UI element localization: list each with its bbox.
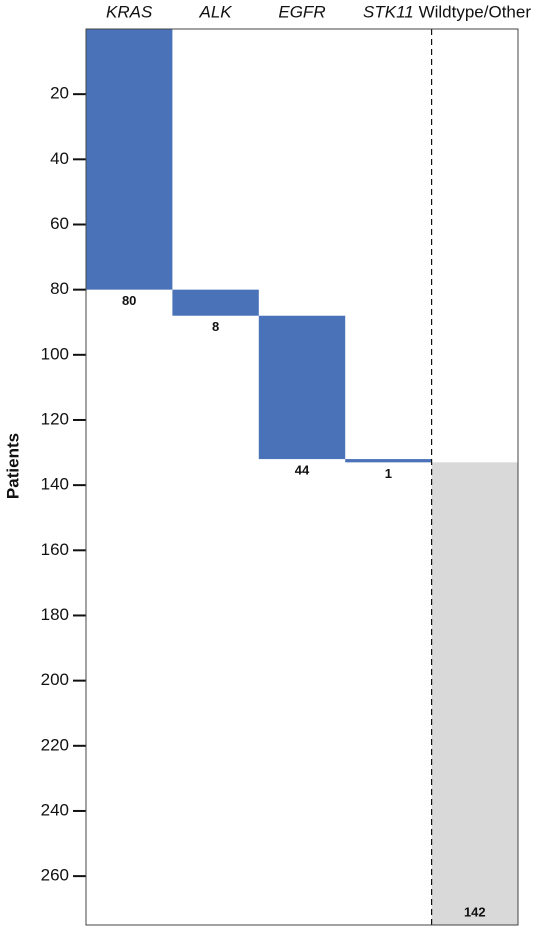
value-label: 1 — [385, 466, 392, 481]
bar — [258, 315, 346, 460]
y-tick-label: 140 — [41, 475, 69, 494]
value-label: 80 — [122, 293, 136, 308]
y-tick-label: 60 — [50, 214, 69, 233]
x-category-label: ALK — [199, 2, 233, 21]
x-category-label: KRAS — [106, 2, 153, 21]
y-tick-label: 80 — [50, 279, 69, 298]
y-tick-label: 160 — [41, 540, 69, 559]
value-label: 142 — [464, 904, 486, 919]
x-category-label: Wildtype/Other — [419, 2, 532, 21]
bar — [86, 29, 173, 290]
bar — [431, 462, 518, 925]
y-tick-label: 200 — [41, 670, 69, 689]
y-tick-label: 240 — [41, 800, 69, 819]
y-tick-label: 260 — [41, 866, 69, 885]
y-tick-label: 20 — [50, 84, 69, 103]
y-tick-label: 100 — [41, 344, 69, 363]
y-tick-label: 220 — [41, 735, 69, 754]
x-category-label: EGFR — [278, 2, 325, 21]
bar — [345, 459, 432, 463]
plot-frame — [85, 28, 519, 926]
value-label: 8 — [212, 319, 219, 334]
y-tick-label: 180 — [41, 605, 69, 624]
y-tick-label: 120 — [41, 409, 69, 428]
y-tick-label: 40 — [50, 149, 69, 168]
value-label: 44 — [295, 463, 310, 478]
y-axis-label: Patients — [3, 433, 22, 499]
x-category-label: STK11 — [363, 2, 414, 21]
bar — [172, 289, 259, 316]
